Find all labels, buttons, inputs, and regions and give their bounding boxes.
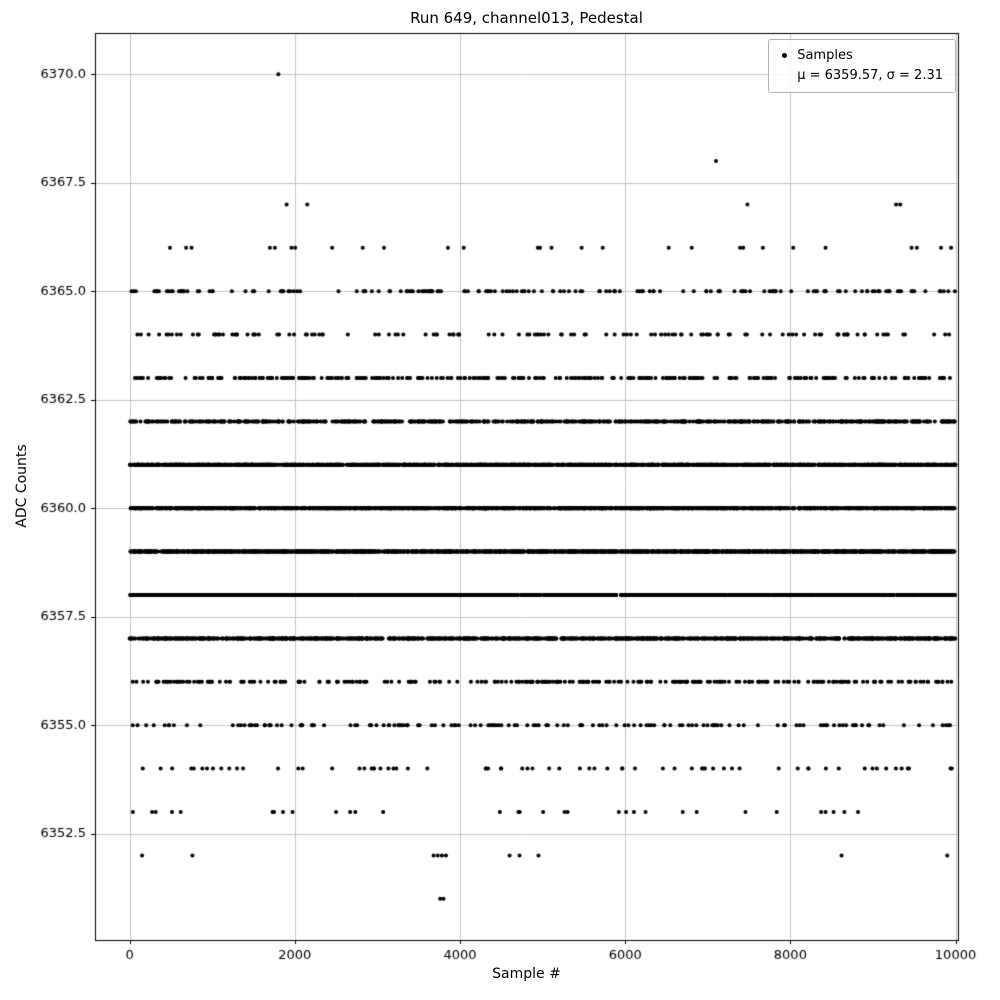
x-axis-label: Sample # xyxy=(492,966,561,982)
y-axis-label: ADC Counts xyxy=(14,444,30,528)
legend-sample-marker-icon xyxy=(782,53,788,58)
legend-stats-label: μ = 6359.57, σ = 2.31 xyxy=(797,67,943,83)
legend-text: Samples μ = 6359.57, σ = 2.31 xyxy=(797,46,943,85)
legend-series-label: Samples xyxy=(797,48,853,63)
chart-title: Run 649, channel013, Pedestal xyxy=(410,9,643,27)
legend: Samples μ = 6359.57, σ = 2.31 xyxy=(768,39,956,93)
